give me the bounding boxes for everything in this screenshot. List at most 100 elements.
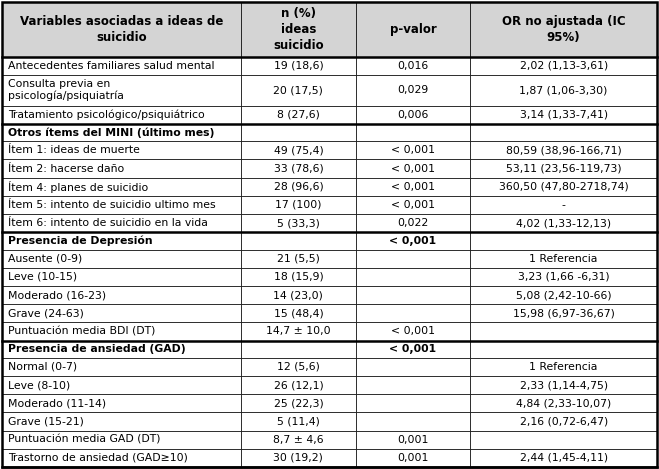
Bar (356, 268, 471, 286)
Bar (356, 449, 471, 467)
Bar (2, 214, 241, 232)
Text: 80,59 (38,96-166,71): 80,59 (38,96-166,71) (506, 145, 621, 155)
Text: 0,016: 0,016 (397, 61, 428, 71)
Text: 2,16 (0,72-6,47): 2,16 (0,72-6,47) (519, 416, 608, 426)
Text: 15,98 (6,97-36,67): 15,98 (6,97-36,67) (513, 308, 615, 318)
Text: 5 (33,3): 5 (33,3) (277, 218, 320, 228)
Bar (2, 286, 241, 304)
Text: 8,7 ± 4,6: 8,7 ± 4,6 (273, 435, 324, 445)
Bar (356, 376, 471, 394)
Text: 14 (23,0): 14 (23,0) (273, 290, 324, 300)
Bar (471, 286, 657, 304)
Text: Puntuación media BDI (DT): Puntuación media BDI (DT) (8, 326, 156, 336)
Bar (241, 124, 356, 141)
Bar (356, 57, 471, 75)
Text: p-valor: p-valor (389, 23, 436, 36)
Bar (471, 394, 657, 412)
Bar (471, 106, 657, 124)
Bar (241, 286, 356, 304)
Bar (356, 106, 471, 124)
Bar (356, 286, 471, 304)
Text: 1,87 (1,06-3,30): 1,87 (1,06-3,30) (519, 85, 608, 95)
Bar (356, 141, 471, 159)
Bar (356, 178, 471, 196)
Text: 19 (18,6): 19 (18,6) (273, 61, 324, 71)
Bar (2, 75, 241, 106)
Text: Ítem 5: intento de suicidio ultimo mes: Ítem 5: intento de suicidio ultimo mes (8, 200, 215, 210)
Text: Leve (10-15): Leve (10-15) (8, 272, 77, 282)
Bar (471, 449, 657, 467)
Text: Trastorno de ansiedad (GAD≥10): Trastorno de ansiedad (GAD≥10) (8, 453, 188, 463)
Bar (471, 322, 657, 340)
Bar (241, 340, 356, 358)
Text: Variables asociadas a ideas de
suicidio: Variables asociadas a ideas de suicidio (20, 15, 223, 44)
Text: < 0,001: < 0,001 (391, 164, 435, 174)
Bar (471, 159, 657, 178)
Bar (2, 106, 241, 124)
Text: 3,14 (1,33-7,41): 3,14 (1,33-7,41) (519, 110, 608, 120)
Bar (2, 250, 241, 268)
Bar (241, 159, 356, 178)
Text: 2,44 (1,45-4,11): 2,44 (1,45-4,11) (519, 453, 608, 463)
Text: Ausente (0-9): Ausente (0-9) (8, 254, 82, 264)
Bar (356, 394, 471, 412)
Text: 2,02 (1,13-3,61): 2,02 (1,13-3,61) (519, 61, 608, 71)
Text: -: - (561, 200, 565, 210)
Text: 12 (5,6): 12 (5,6) (277, 362, 320, 372)
Bar (356, 250, 471, 268)
Text: OR no ajustada (IC
95%): OR no ajustada (IC 95%) (502, 15, 625, 44)
Text: 28 (96,6): 28 (96,6) (273, 182, 324, 192)
Bar (471, 75, 657, 106)
Bar (2, 141, 241, 159)
Text: Presencia de ansiedad (GAD): Presencia de ansiedad (GAD) (8, 344, 186, 354)
Bar (471, 141, 657, 159)
Bar (241, 449, 356, 467)
Bar (241, 106, 356, 124)
Text: 53,11 (23,56-119,73): 53,11 (23,56-119,73) (506, 164, 621, 174)
Text: 8 (27,6): 8 (27,6) (277, 110, 320, 120)
Bar (241, 322, 356, 340)
Bar (241, 358, 356, 376)
Text: Ítem 4: planes de suicidio: Ítem 4: planes de suicidio (8, 181, 148, 193)
Bar (471, 268, 657, 286)
Text: 4,84 (2,33-10,07): 4,84 (2,33-10,07) (516, 398, 612, 408)
Bar (2, 449, 241, 467)
Bar (241, 431, 356, 449)
Text: Otros ítems del MINI (último mes): Otros ítems del MINI (último mes) (8, 127, 214, 138)
Text: Presencia de Depresión: Presencia de Depresión (8, 235, 153, 246)
Text: 33 (78,6): 33 (78,6) (273, 164, 324, 174)
Bar (2, 57, 241, 75)
Bar (2, 159, 241, 178)
Text: Ítem 1: ideas de muerte: Ítem 1: ideas de muerte (8, 145, 140, 155)
Bar (471, 232, 657, 250)
Bar (356, 232, 471, 250)
Text: Ítem 6: intento de suicidio en la vida: Ítem 6: intento de suicidio en la vida (8, 218, 208, 228)
Bar (241, 376, 356, 394)
Bar (2, 304, 241, 322)
Text: 49 (75,4): 49 (75,4) (273, 145, 324, 155)
Bar (241, 412, 356, 431)
Text: n (%)
ideas
suicidio: n (%) ideas suicidio (273, 7, 324, 52)
Bar (356, 358, 471, 376)
Bar (2, 412, 241, 431)
Text: 5 (11,4): 5 (11,4) (277, 416, 320, 426)
Bar (241, 394, 356, 412)
Bar (356, 196, 471, 214)
Text: 0,001: 0,001 (397, 435, 429, 445)
Text: 0,001: 0,001 (397, 453, 429, 463)
Bar (241, 57, 356, 75)
Text: < 0,001: < 0,001 (391, 145, 435, 155)
Bar (2, 376, 241, 394)
Bar (356, 124, 471, 141)
Bar (356, 2, 471, 57)
Bar (471, 57, 657, 75)
Bar (471, 412, 657, 431)
Bar (471, 376, 657, 394)
Text: 26 (12,1): 26 (12,1) (273, 380, 324, 390)
Text: Tratamiento psicológico/psiquiátrico: Tratamiento psicológico/psiquiátrico (8, 110, 205, 120)
Bar (471, 358, 657, 376)
Bar (2, 394, 241, 412)
Text: < 0,001: < 0,001 (391, 200, 435, 210)
Bar (2, 232, 241, 250)
Bar (2, 2, 241, 57)
